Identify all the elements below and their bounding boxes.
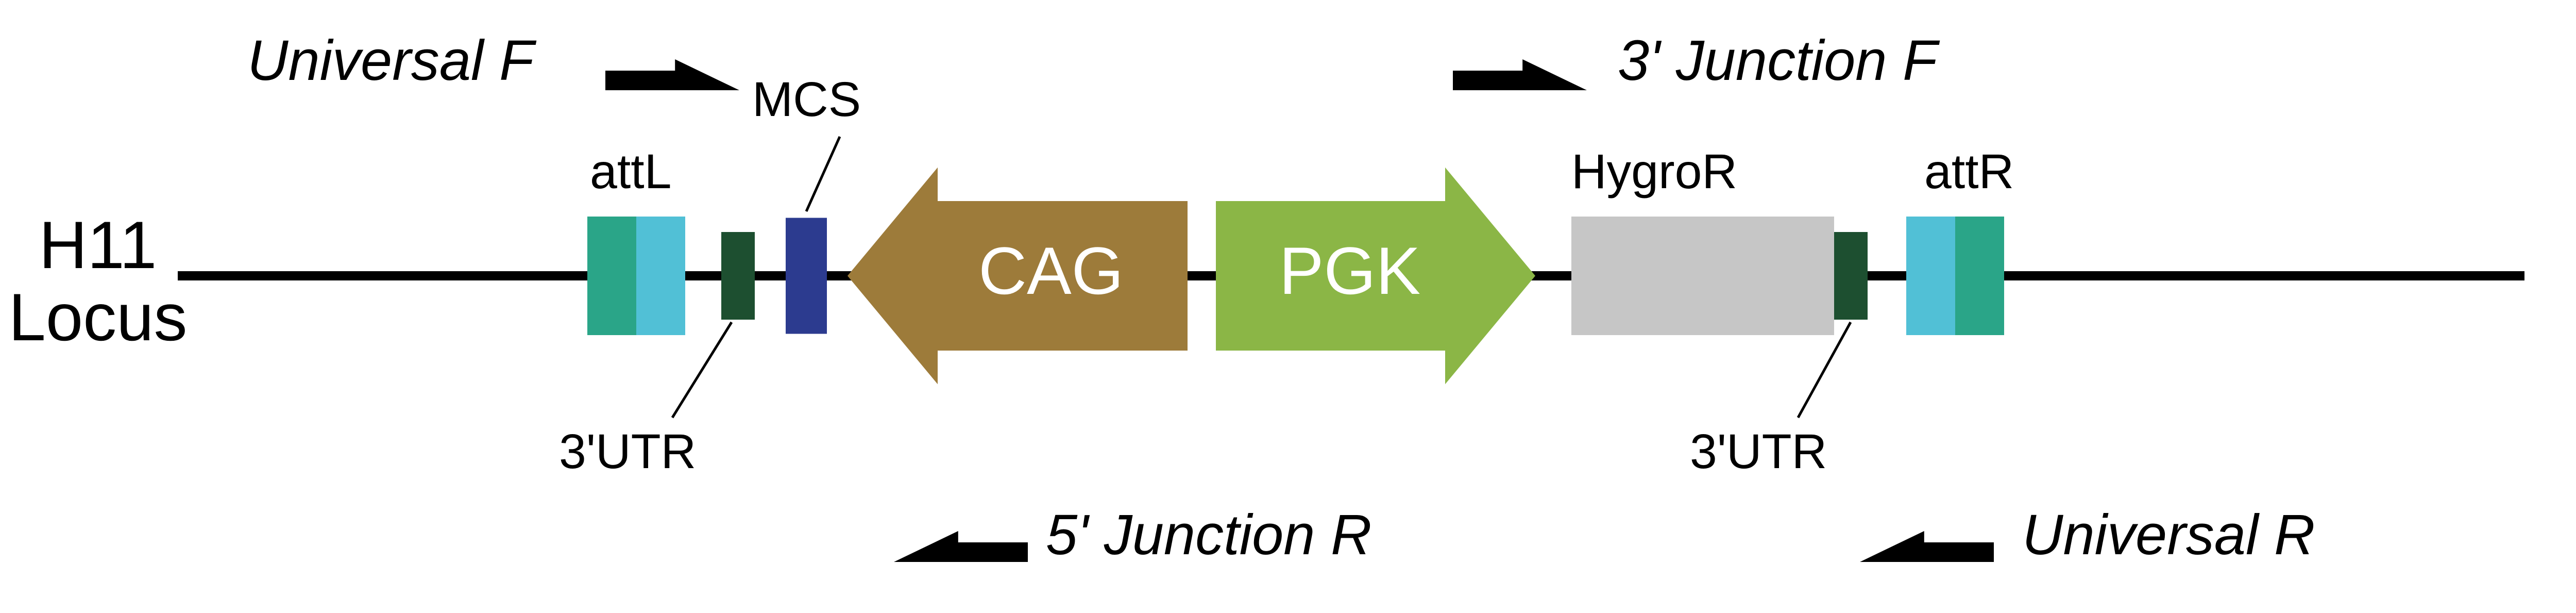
utr-right-box [1834,232,1868,320]
attL-box-left [587,217,636,335]
attL-box-right [636,217,685,335]
locus-label-line1: H11 [39,207,157,283]
junc5R-label: 5' Junction R [1046,503,1371,567]
attR-box-right [1955,217,2004,335]
mcs-label: MCS [752,72,861,127]
attR-label: attR [1924,144,2014,199]
univF-label: Universal F [247,29,537,92]
pgk-arrow-label: PGK [1279,233,1421,308]
junc3F-label: 3' Junction F [1618,29,1940,92]
mcs-box [786,218,827,334]
hygro-label: HygroR [1571,144,1737,199]
utr-left-box [721,232,755,320]
univR-label: Universal R [2022,503,2315,567]
utr-right-label: 3'UTR [1690,424,1827,479]
attR-box-left [1906,217,1955,335]
attL-label: attL [590,144,671,199]
cag-arrow-label: CAG [978,233,1124,308]
locus-label-line2: Locus [9,279,188,355]
hygro-box [1571,217,1834,335]
utr-left-label: 3'UTR [559,424,696,479]
